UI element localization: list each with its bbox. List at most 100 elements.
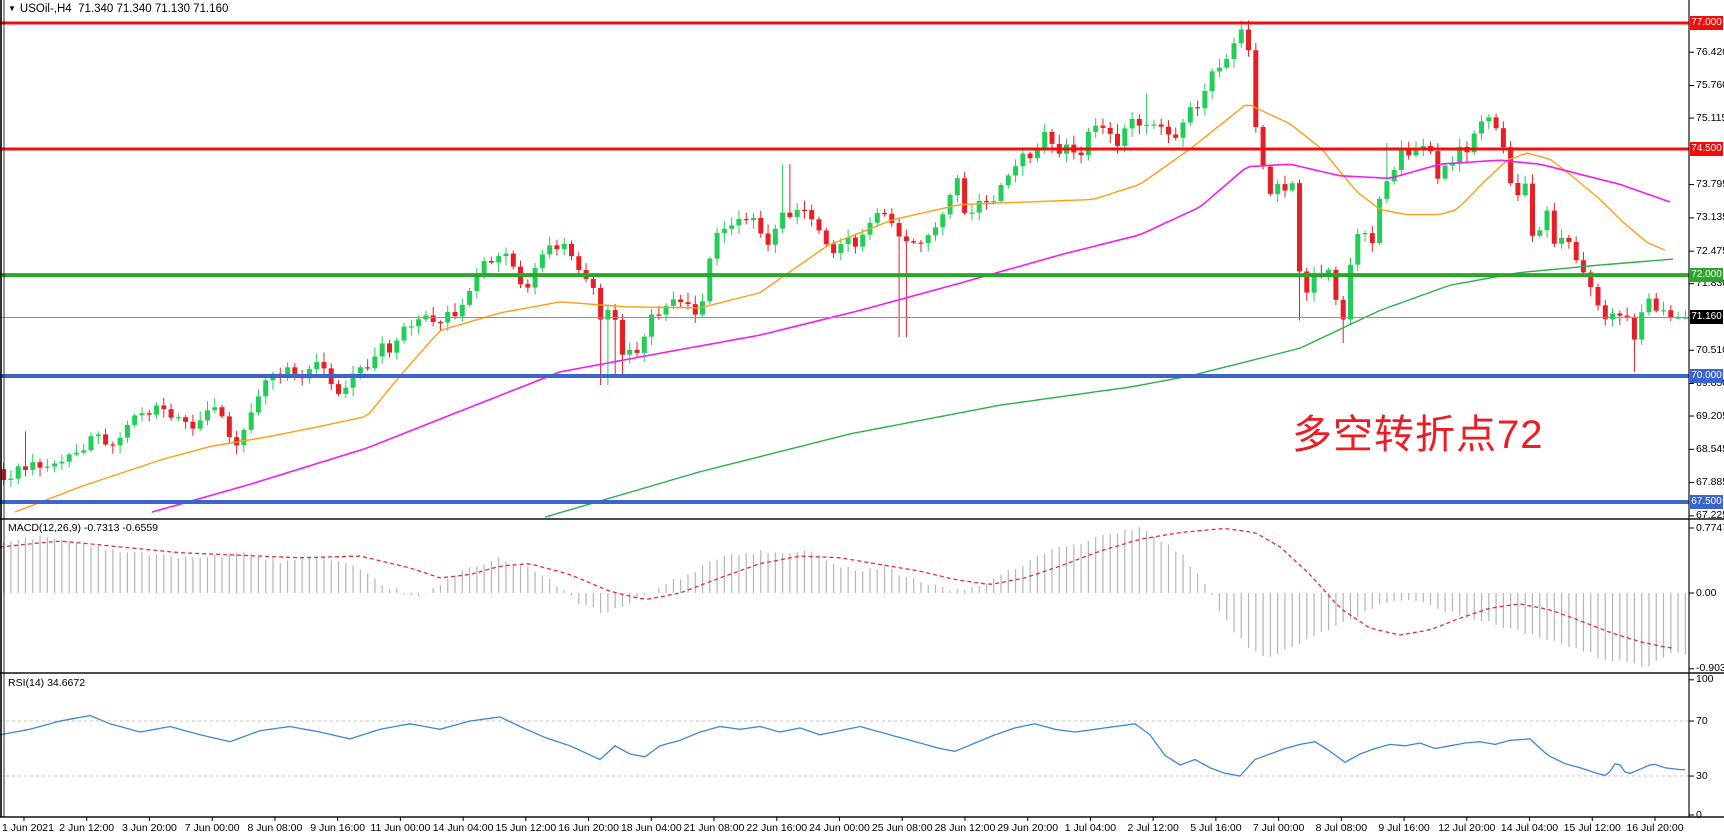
candle-body [1493, 117, 1499, 129]
candle-body [401, 326, 407, 341]
price-tick-label: 72.475 [1696, 244, 1724, 257]
candle-body [692, 304, 698, 315]
chart-header: ▼ USOil-,H4 71.340 71.340 71.130 71.160 [8, 3, 228, 15]
candle-body [1158, 124, 1164, 127]
candle-body [1173, 134, 1179, 138]
candle-body [729, 225, 735, 229]
macd-signal-line [0, 527, 1673, 649]
candle-body [1297, 183, 1302, 272]
candle-body [110, 444, 116, 446]
candle-body [1442, 165, 1448, 179]
candle-body [620, 319, 625, 355]
candle-body [1544, 210, 1550, 231]
candle-body [714, 233, 720, 259]
candle-body [1610, 313, 1616, 320]
rsi-axis-label: 0 [1696, 808, 1702, 821]
candle-body [1049, 132, 1055, 144]
time-tick-label: 15 Jun 12:00 [495, 822, 557, 834]
candle-body [226, 416, 232, 437]
rsi-indicator-label: RSI(14) 34.6672 [8, 677, 86, 689]
candle-body [969, 212, 975, 214]
time-tick-label: 28 Jun 12:00 [934, 822, 996, 834]
candle-body [285, 367, 291, 375]
rsi-line [0, 714, 1685, 777]
candle-body [962, 178, 968, 213]
candle-body [103, 434, 109, 445]
candle-body [1530, 183, 1535, 236]
price-tick-label: 67.885 [1696, 476, 1724, 489]
candle-body [438, 322, 443, 324]
candle-body [1500, 128, 1506, 148]
candle-body [1486, 117, 1492, 122]
time-tick-label: 21 Jun 08:00 [683, 822, 745, 834]
candle-body [649, 314, 655, 337]
candle-body [896, 223, 902, 237]
candle-body [1136, 118, 1142, 126]
candle-body [1166, 126, 1171, 135]
candle-body [467, 291, 473, 305]
candle-body [998, 185, 1004, 202]
time-tick-label: 1 Jul 04:00 [1064, 822, 1117, 834]
candle-body [751, 217, 756, 221]
candle-body [350, 373, 356, 388]
candle-body [1639, 312, 1645, 340]
candle-body [1085, 131, 1091, 156]
candle-body [292, 367, 298, 374]
candle-body [474, 275, 480, 291]
candle-body [889, 213, 895, 224]
candle-body [1013, 166, 1019, 176]
price-tick-label: 76.420 [1696, 45, 1724, 58]
candle-body [314, 362, 320, 370]
candle-body [1282, 184, 1288, 191]
collapse-triangle-icon[interactable]: ▼ [8, 4, 16, 13]
candle-body [1216, 67, 1222, 72]
candle-body [408, 326, 414, 328]
candle-body [197, 420, 203, 429]
candle-body [1275, 184, 1281, 194]
candle-body [561, 244, 567, 250]
price-level-badge: 74.500 [1690, 142, 1723, 157]
candle-body [15, 466, 21, 479]
candle-body [452, 312, 458, 317]
candle-body [743, 219, 749, 221]
candle-body [59, 461, 65, 464]
candle-body [52, 463, 58, 467]
candle-body [1260, 127, 1266, 167]
ma-mid-magenta [151, 159, 1671, 513]
price-tick-label: 73.135 [1696, 211, 1724, 224]
candle-body [1224, 59, 1230, 68]
time-tick-label: 2 Jul 12:00 [1127, 822, 1179, 834]
candle-body [1617, 313, 1623, 316]
candle-body [37, 462, 43, 468]
candle-body [874, 213, 880, 223]
candle-body [459, 304, 465, 317]
candle-body [1588, 272, 1594, 287]
candle-body [1406, 150, 1412, 156]
candle-body [612, 310, 618, 320]
candle-body [576, 256, 582, 270]
ohlc-values: 71.340 71.340 71.130 71.160 [78, 3, 229, 15]
candle-body [234, 437, 240, 446]
candle-body [1246, 29, 1251, 51]
candle-body [656, 314, 662, 316]
candle-body [175, 417, 181, 419]
time-tick-label: 3 Jun 20:00 [122, 822, 177, 834]
ma-slow-green [544, 258, 1674, 518]
time-tick-label: 14 Jun 04:00 [432, 822, 494, 834]
candle-body [1559, 237, 1565, 244]
candle-body [81, 450, 87, 453]
candle-body [780, 212, 786, 229]
price-tick-label: 70.510 [1696, 343, 1724, 356]
time-tick-label: 2 Jun 12:00 [59, 822, 115, 834]
candle-body [212, 407, 218, 411]
candle-body [685, 302, 691, 305]
candle-body [1129, 118, 1135, 129]
price-annotation-text: 多空转折点72 [1292, 413, 1544, 457]
candle-body [1384, 181, 1390, 199]
candle-body [219, 407, 225, 417]
candle-body [882, 213, 887, 215]
candle-body [190, 421, 196, 429]
rsi-axis-label: 70 [1696, 714, 1708, 727]
candle-body [1508, 147, 1514, 184]
